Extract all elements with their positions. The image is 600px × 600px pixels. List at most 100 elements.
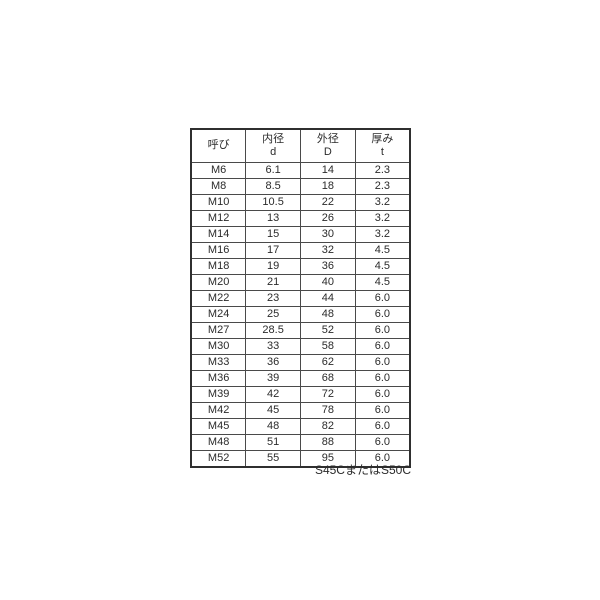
table-cell: 17 [245,241,301,259]
table-cell: 33 [245,337,301,355]
header-label: 内径 [262,132,285,145]
header-symbol: t [380,145,384,158]
table-cell: 2.3 [354,177,411,195]
table-cell: M24 [190,305,247,323]
table-cell: 48 [245,417,301,435]
table-cell: M8 [190,177,247,195]
table-cell: 95 [300,449,356,467]
table-cell: 19 [245,257,301,275]
table-row: M36 39 68 6.0 [190,369,411,387]
table-cell: 68 [300,369,356,387]
table-cell: M12 [190,209,247,227]
table-cell: M18 [190,257,247,275]
table-cell: 44 [300,289,356,307]
table-cell: 51 [245,433,301,451]
table-cell: 6.0 [354,289,411,307]
table-cell: 30 [300,225,356,243]
table-cell: M6 [190,161,247,179]
table-body: M6 6.1 14 2.3 M8 8.5 18 2.3 M10 10.5 22 3.2 M12 13 26 3… [190,161,411,467]
table-row: M22 23 44 6.0 [190,289,411,307]
table-row: M52 55 95 6.0 [190,449,411,467]
table-row: M42 45 78 6.0 [190,401,411,419]
table-cell: M27 [190,321,247,339]
table-cell: 6.0 [354,337,411,355]
table-cell: M36 [190,369,247,387]
table-row: M24 25 48 6.0 [190,305,411,323]
table-cell: M39 [190,385,247,403]
table-cell: 36 [245,353,301,371]
table-cell: 14 [300,161,356,179]
table-cell: 23 [245,289,301,307]
material-footnote: S45CまたはS50C [314,463,411,477]
header-symbol: D [323,145,332,158]
table-cell: 6.0 [354,321,411,339]
table-header-cell: 厚み t [354,128,411,163]
table-cell: 3.2 [354,225,411,243]
table-cell: 18 [300,177,356,195]
table-cell: 6.0 [354,433,411,451]
table-cell: M30 [190,337,247,355]
table-cell: 13 [245,209,301,227]
table-cell: 40 [300,273,356,291]
table-cell: M22 [190,289,247,307]
table-cell: M14 [190,225,247,243]
table-header-row: 呼び 内径 d 外径 D 厚み t [190,128,411,163]
table-cell: 88 [300,433,356,451]
table-cell: 21 [245,273,301,291]
header-label: 厚み [371,132,394,145]
table-cell: 45 [245,401,301,419]
table-cell: 6.1 [245,161,301,179]
table-row: M8 8.5 18 2.3 [190,177,411,195]
table-header-cell: 外径 D [300,128,356,163]
table-cell: M48 [190,433,247,451]
table-cell: 78 [300,401,356,419]
table-cell: 10.5 [245,193,301,211]
table-row: M6 6.1 14 2.3 [190,161,411,179]
header-label: 外径 [316,132,339,145]
table-header-cell: 内径 d [245,128,301,163]
table-cell: 4.5 [354,257,411,275]
table-cell: 15 [245,225,301,243]
table-cell: 28.5 [245,321,301,339]
table-cell: M45 [190,417,247,435]
table-cell: M52 [190,449,247,467]
table-cell: 6.0 [354,385,411,403]
table-cell: 48 [300,305,356,323]
table-header-cell: 呼び [190,128,247,163]
table-row: M45 48 82 6.0 [190,417,411,435]
table-cell: M42 [190,401,247,419]
table-cell: 42 [245,385,301,403]
table-header: 呼び 内径 d 外径 D 厚み t [190,128,411,163]
table-cell: 6.0 [354,305,411,323]
table-row: M16 17 32 4.5 [190,241,411,259]
table-cell: 3.2 [354,193,411,211]
table-cell: 26 [300,209,356,227]
table-row: M33 36 62 6.0 [190,353,411,371]
dimension-spec-table: 呼び 内径 d 外径 D 厚み t M6 6.1 14 2.3 M8 8.5 18 2.3 M10 10.5 2… [190,128,411,468]
table-row: M27 28.5 52 6.0 [190,321,411,339]
table-cell: 6.0 [354,417,411,435]
table-cell: M16 [190,241,247,259]
table-cell: 6.0 [354,401,411,419]
header-symbol: d [270,145,277,158]
table-cell: 32 [300,241,356,259]
table-row: M14 15 30 3.2 [190,225,411,243]
header-label: 呼び [207,139,230,152]
table-row: M39 42 72 6.0 [190,385,411,403]
table-cell: 2.3 [354,161,411,179]
table-cell: M10 [190,193,247,211]
table-row: M30 33 58 6.0 [190,337,411,355]
table-cell: 3.2 [354,209,411,227]
table-row: M12 13 26 3.2 [190,209,411,227]
table-cell: 4.5 [354,241,411,259]
table-row: M18 19 36 4.5 [190,257,411,275]
table-cell: 62 [300,353,356,371]
table-cell: 52 [300,321,356,339]
table-cell: 22 [300,193,356,211]
table-cell: 6.0 [354,449,411,467]
table-cell: 58 [300,337,356,355]
table-cell: 36 [300,257,356,275]
table-cell: 82 [300,417,356,435]
table-cell: M33 [190,353,247,371]
